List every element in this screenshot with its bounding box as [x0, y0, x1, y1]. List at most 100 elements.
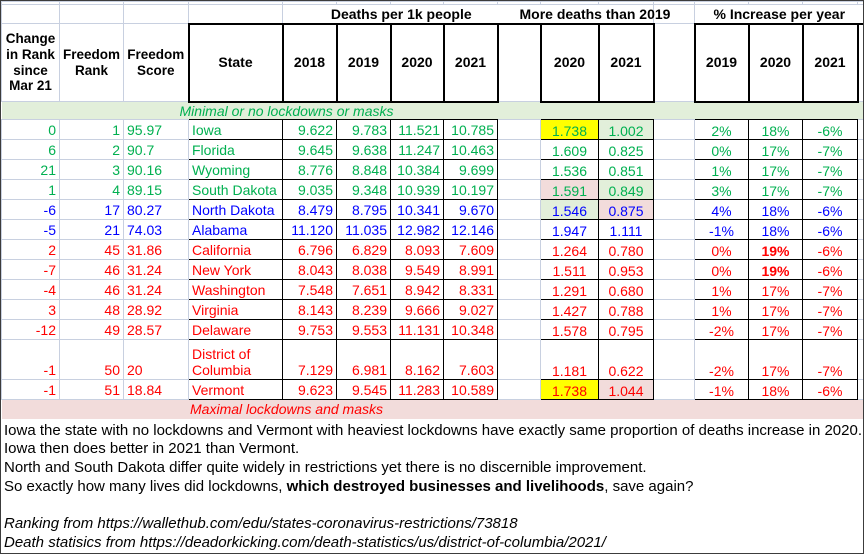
cell-more-2021[interactable]: 1.044	[598, 379, 654, 400]
cell-pct-2021[interactable]: -6%	[802, 119, 858, 140]
cell-freedom-score[interactable]: 95.97	[123, 119, 189, 140]
cell-more-2021[interactable]: 0.851	[598, 159, 654, 180]
cell-state[interactable]: Vermont	[188, 379, 283, 400]
cell-freedom-rank[interactable]: 48	[59, 299, 124, 320]
cell-pct-2019[interactable]: -2%	[694, 319, 749, 340]
cell-deaths-2020[interactable]: 8.162	[390, 339, 444, 380]
cell-deaths-2020[interactable]: 11.283	[390, 379, 444, 400]
header-pct-2021[interactable]: 2021	[801, 22, 859, 103]
cell-freedom-score[interactable]: 31.86	[123, 239, 189, 260]
cell-pct-2020[interactable]: 17%	[748, 179, 803, 200]
cell-deaths-2019[interactable]: 9.783	[336, 119, 391, 140]
cell-deaths-2021[interactable]: 9.699	[443, 159, 498, 180]
cell-deaths-2021[interactable]: 10.589	[443, 379, 498, 400]
cell-more-2021[interactable]: 0.825	[598, 139, 654, 160]
cell-more-2020[interactable]: 1.546	[540, 199, 599, 220]
cell-change-in-rank[interactable]: 6	[1, 139, 60, 160]
cell-deaths-2020[interactable]: 9.666	[390, 299, 444, 320]
cell-deaths-2018[interactable]: 8.043	[282, 259, 337, 280]
cell-pct-2019[interactable]: 3%	[694, 179, 749, 200]
cell-more-2021[interactable]: 0.788	[598, 299, 654, 320]
cell-change-in-rank[interactable]: -1	[1, 379, 60, 400]
cell-deaths-2019[interactable]: 8.038	[336, 259, 391, 280]
cell-deaths-2019[interactable]: 9.638	[336, 139, 391, 160]
cell-deaths-2020[interactable]: 11.131	[390, 319, 444, 340]
cell-freedom-score[interactable]: 31.24	[123, 279, 189, 300]
cell-freedom-score[interactable]: 28.57	[123, 319, 189, 340]
cell-more-2021[interactable]: 1.002	[598, 119, 654, 140]
cell-state[interactable]: New York	[188, 259, 283, 280]
cell-change-in-rank[interactable]: 2	[1, 239, 60, 260]
cell-more-2020[interactable]: 1.427	[540, 299, 599, 320]
cell-pct-2021[interactable]: -7%	[802, 299, 858, 320]
cell-freedom-score[interactable]: 90.7	[123, 139, 189, 160]
cell-deaths-2020[interactable]: 8.093	[390, 239, 444, 260]
cell-change-in-rank[interactable]: 1	[1, 179, 60, 200]
cell-change-in-rank[interactable]: -12	[1, 319, 60, 340]
cell-pct-2021[interactable]: -6%	[802, 219, 858, 240]
header-pct-2019[interactable]: 2019	[693, 22, 750, 103]
cell-pct-2020[interactable]: 17%	[748, 339, 803, 380]
cell-state[interactable]: California	[188, 239, 283, 260]
header-freedom-rank[interactable]: Freedom Rank	[59, 23, 124, 102]
cell-pct-2021[interactable]: -7%	[802, 139, 858, 160]
cell-pct-2020[interactable]: 17%	[748, 139, 803, 160]
cell-deaths-2019[interactable]: 6.829	[336, 239, 391, 260]
header-more-2021[interactable]: 2021	[597, 22, 655, 103]
cell-pct-2019[interactable]: 4%	[694, 199, 749, 220]
header-deaths-2020[interactable]: 2020	[389, 22, 445, 103]
cell-deaths-2020[interactable]: 9.549	[390, 259, 444, 280]
cell-deaths-2019[interactable]: 8.239	[336, 299, 391, 320]
cell-freedom-score[interactable]: 18.84	[123, 379, 189, 400]
cell-more-2020[interactable]: 1.536	[540, 159, 599, 180]
cell-deaths-2018[interactable]: 11.120	[282, 219, 337, 240]
cell-freedom-rank[interactable]: 3	[59, 159, 124, 180]
cell-change-in-rank[interactable]: 21	[1, 159, 60, 180]
group-header-more-deaths[interactable]: More deaths than 2019	[497, 4, 670, 25]
cell-state[interactable]: District of Columbia	[188, 339, 283, 380]
cell-pct-2021[interactable]: -7%	[802, 159, 858, 180]
cell-deaths-2021[interactable]: 10.785	[443, 119, 498, 140]
cell-change-in-rank[interactable]: -4	[1, 279, 60, 300]
cell-freedom-rank[interactable]: 4	[59, 179, 124, 200]
cell-more-2020[interactable]: 1.591	[540, 179, 599, 200]
cell-freedom-rank[interactable]: 50	[59, 339, 124, 380]
cell-change-in-rank[interactable]: 3	[1, 299, 60, 320]
cell-change-in-rank[interactable]: -1	[1, 339, 60, 380]
cell-pct-2021[interactable]: -6%	[802, 259, 858, 280]
cell-freedom-score[interactable]: 89.15	[123, 179, 189, 200]
cell-deaths-2021[interactable]: 12.146	[443, 219, 498, 240]
cell-change-in-rank[interactable]: 0	[1, 119, 60, 140]
cell-pct-2020[interactable]: 17%	[748, 159, 803, 180]
cell-more-2020[interactable]: 1.609	[540, 139, 599, 160]
cell-freedom-score[interactable]: 80.27	[123, 199, 189, 220]
cell-deaths-2018[interactable]: 8.479	[282, 199, 337, 220]
cell-change-in-rank[interactable]: -6	[1, 199, 60, 220]
cell-pct-2019[interactable]: -2%	[694, 339, 749, 380]
cell-more-2021[interactable]: 1.111	[598, 219, 654, 240]
cell-deaths-2019[interactable]: 9.348	[336, 179, 391, 200]
cell-pct-2020[interactable]: 19%	[748, 259, 803, 280]
header-deaths-2021[interactable]: 2021	[442, 22, 499, 103]
header-change-in-rank[interactable]: Change in Rank since Mar 21	[1, 23, 60, 102]
cell-pct-2019[interactable]: 2%	[694, 119, 749, 140]
cell-pct-2019[interactable]: 1%	[694, 279, 749, 300]
cell-more-2021[interactable]: 0.680	[598, 279, 654, 300]
cell-state[interactable]: Wyoming	[188, 159, 283, 180]
group-header-deaths-per-1k[interactable]: Deaths per 1k people	[282, 4, 498, 25]
header-more-2020[interactable]: 2020	[539, 22, 600, 103]
cell-more-2020[interactable]: 1.738	[540, 379, 599, 400]
cell-more-2020[interactable]: 1.738	[540, 119, 599, 140]
cell-pct-2021[interactable]: -6%	[802, 239, 858, 260]
cell-deaths-2018[interactable]: 9.622	[282, 119, 337, 140]
cell-freedom-rank[interactable]: 46	[59, 259, 124, 280]
cell-change-in-rank[interactable]: -5	[1, 219, 60, 240]
cell-pct-2021[interactable]: -7%	[802, 279, 858, 300]
cell-pct-2021[interactable]: -6%	[802, 199, 858, 220]
cell-deaths-2018[interactable]: 8.776	[282, 159, 337, 180]
cell-pct-2019[interactable]: 0%	[694, 239, 749, 260]
cell-state[interactable]: Washington	[188, 279, 283, 300]
cell-more-2021[interactable]: 0.622	[598, 339, 654, 380]
cell-more-2020[interactable]: 1.181	[540, 339, 599, 380]
cell-deaths-2020[interactable]: 10.939	[390, 179, 444, 200]
